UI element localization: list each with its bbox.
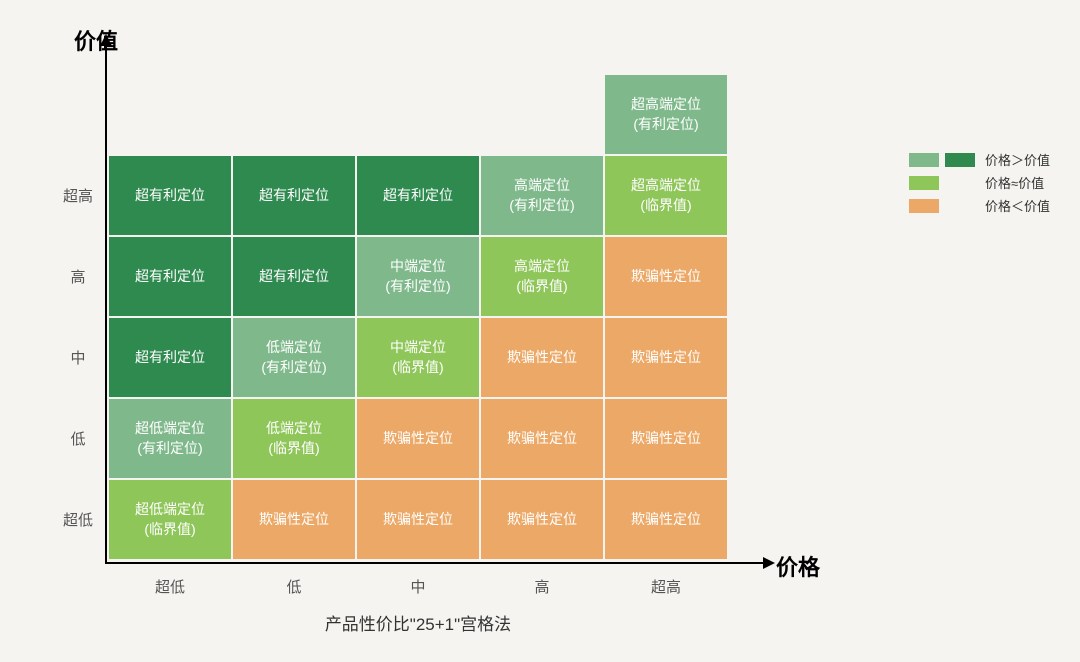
legend-swatch-lightgreen	[909, 176, 939, 190]
matrix-cell: 欺骗性定位	[604, 317, 728, 398]
matrix-cell	[356, 74, 480, 155]
matrix-cell: 中端定位 (有利定位)	[356, 236, 480, 317]
matrix-cell: 超低端定位 (有利定位)	[108, 398, 232, 479]
legend-label-1: 价格＞价值	[985, 150, 1050, 169]
matrix-cell: 欺骗性定位	[604, 398, 728, 479]
matrix-cell: 超高端定位 (有利定位)	[604, 74, 728, 155]
matrix-cell: 超有利定位	[108, 155, 232, 236]
y-axis-labels: 超高高中低超低	[56, 155, 100, 560]
matrix-grid: 超高端定位 (有利定位)超有利定位超有利定位超有利定位高端定位 (有利定位)超高…	[108, 74, 728, 560]
matrix-cell: 超高端定位 (临界值)	[604, 155, 728, 236]
y-tick-label: 高	[56, 236, 100, 317]
matrix-cell	[480, 74, 604, 155]
legend-row-2: 价格≈价值	[909, 173, 1050, 192]
legend-label-2: 价格≈价值	[985, 173, 1044, 192]
chart-caption: 产品性价比"25+1"宫格法	[108, 610, 728, 635]
y-tick-label: 中	[56, 317, 100, 398]
y-tick-label: 低	[56, 398, 100, 479]
legend-swatch-midgreen	[909, 153, 939, 167]
matrix-cell: 低端定位 (有利定位)	[232, 317, 356, 398]
x-tick-label: 高	[480, 570, 604, 597]
matrix-cell: 欺骗性定位	[480, 479, 604, 560]
y-axis-line	[105, 44, 107, 564]
legend-swatch-orange	[909, 199, 939, 213]
x-axis-labels: 超低低中高超高	[108, 570, 728, 597]
matrix-cell: 超有利定位	[356, 155, 480, 236]
matrix-cell: 欺骗性定位	[604, 479, 728, 560]
matrix-cell	[108, 74, 232, 155]
matrix-cell: 中端定位 (临界值)	[356, 317, 480, 398]
legend-label-3: 价格＜价值	[985, 196, 1050, 215]
matrix-cell: 欺骗性定位	[232, 479, 356, 560]
matrix-cell: 超有利定位	[232, 236, 356, 317]
matrix-cell: 欺骗性定位	[604, 236, 728, 317]
y-tick-label: 超高	[56, 155, 100, 236]
matrix-cell	[232, 74, 356, 155]
matrix-cell: 高端定位 (临界值)	[480, 236, 604, 317]
matrix-cell: 超低端定位 (临界值)	[108, 479, 232, 560]
matrix-cell: 低端定位 (临界值)	[232, 398, 356, 479]
x-tick-label: 中	[356, 570, 480, 597]
legend-row-3: 价格＜价值	[909, 196, 1050, 215]
legend-swatch-darkgreen	[945, 153, 975, 167]
x-axis-line	[105, 562, 765, 564]
x-axis-title: 价格	[776, 550, 820, 582]
x-tick-label: 超低	[108, 570, 232, 597]
matrix-cell: 欺骗性定位	[480, 398, 604, 479]
matrix-cell: 欺骗性定位	[480, 317, 604, 398]
matrix-cell: 超有利定位	[232, 155, 356, 236]
y-tick-label: 超低	[56, 479, 100, 560]
matrix-cell: 超有利定位	[108, 236, 232, 317]
matrix-cell: 高端定位 (有利定位)	[480, 155, 604, 236]
x-tick-label: 低	[232, 570, 356, 597]
matrix-cell: 欺骗性定位	[356, 398, 480, 479]
legend: 价格＞价值 价格≈价值 价格＜价值	[909, 150, 1050, 219]
matrix-cell: 超有利定位	[108, 317, 232, 398]
x-tick-label: 超高	[604, 570, 728, 597]
legend-row-1: 价格＞价值	[909, 150, 1050, 169]
matrix-cell: 欺骗性定位	[356, 479, 480, 560]
